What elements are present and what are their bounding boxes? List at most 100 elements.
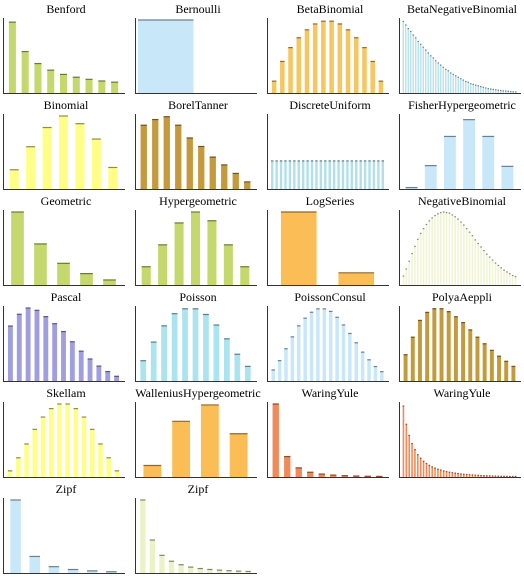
bar bbox=[96, 366, 101, 381]
chart-panel-5: BorelTanner bbox=[135, 98, 257, 190]
chart-title: Poisson bbox=[179, 290, 216, 304]
bar bbox=[448, 71, 449, 93]
chart-title: FisherHypergeometric bbox=[408, 98, 516, 112]
bar bbox=[452, 215, 454, 285]
bar bbox=[57, 404, 62, 477]
bar bbox=[443, 471, 445, 477]
chart-panel-9: Hypergeometric bbox=[135, 194, 257, 286]
bar bbox=[61, 332, 66, 381]
bar bbox=[346, 30, 351, 93]
bar bbox=[92, 139, 101, 189]
chart-panel-18: WaringYule bbox=[267, 386, 389, 478]
chart-title: WaringYule bbox=[433, 386, 490, 400]
bar bbox=[86, 79, 93, 93]
chart-panel-11: NegativeBinomial bbox=[399, 194, 521, 286]
bar bbox=[417, 239, 419, 285]
bar bbox=[403, 21, 404, 93]
bar bbox=[403, 406, 405, 477]
bar bbox=[303, 318, 307, 381]
bar bbox=[460, 79, 461, 93]
bar bbox=[24, 444, 29, 477]
bar bbox=[233, 173, 239, 189]
chart-title: Benford bbox=[46, 2, 85, 16]
chart-title: WalleniusHypergeometric bbox=[135, 386, 260, 400]
bar bbox=[273, 404, 279, 477]
bar bbox=[411, 254, 413, 285]
chart-title: PoissonConsul bbox=[294, 290, 366, 304]
chart-title: BetaBinomial bbox=[297, 2, 364, 16]
bar bbox=[368, 161, 370, 189]
bar bbox=[280, 61, 285, 93]
bar bbox=[26, 308, 31, 381]
bar bbox=[404, 355, 408, 381]
bar bbox=[429, 221, 431, 285]
bar bbox=[458, 77, 459, 93]
bar bbox=[434, 216, 436, 285]
bar bbox=[420, 233, 422, 285]
bar bbox=[335, 317, 339, 381]
bar bbox=[466, 229, 468, 285]
bar bbox=[501, 166, 513, 189]
bar bbox=[74, 409, 79, 477]
bar bbox=[313, 24, 318, 93]
bar bbox=[470, 84, 471, 93]
chart-panel-14: PoissonConsul bbox=[267, 290, 389, 382]
bar bbox=[512, 276, 514, 286]
chart-panel-19: WaringYule bbox=[399, 386, 521, 478]
bar bbox=[354, 38, 359, 93]
bar bbox=[88, 359, 93, 381]
bar bbox=[57, 263, 70, 285]
bar bbox=[354, 343, 358, 381]
bar bbox=[271, 161, 273, 189]
bar bbox=[272, 81, 277, 93]
bar bbox=[454, 217, 456, 285]
chart-panel-3: BetaNegativeBinomial bbox=[399, 2, 521, 94]
bar bbox=[142, 267, 151, 285]
bar bbox=[298, 161, 300, 189]
bar bbox=[426, 224, 428, 285]
bar bbox=[408, 261, 410, 285]
bar bbox=[380, 372, 384, 381]
bar bbox=[423, 47, 424, 93]
bar bbox=[417, 455, 419, 477]
bar bbox=[302, 161, 304, 189]
bar bbox=[443, 212, 445, 285]
chart-title: Binomial bbox=[44, 98, 89, 112]
chart-panel-0: Benford bbox=[3, 2, 125, 94]
bar bbox=[463, 225, 465, 285]
bar bbox=[172, 314, 178, 381]
bar bbox=[307, 472, 313, 477]
bar bbox=[98, 81, 105, 93]
bar bbox=[423, 229, 425, 285]
bar bbox=[111, 82, 118, 93]
bar bbox=[80, 274, 93, 285]
bar bbox=[65, 404, 70, 477]
bar bbox=[143, 465, 161, 477]
bar bbox=[379, 81, 384, 93]
bar bbox=[445, 69, 446, 93]
bar bbox=[288, 48, 293, 93]
bar bbox=[440, 470, 442, 477]
bar bbox=[103, 280, 116, 285]
bar bbox=[172, 421, 190, 477]
bar bbox=[316, 309, 320, 381]
bar bbox=[291, 337, 295, 381]
chart-title: Bernoulli bbox=[175, 2, 221, 16]
bar bbox=[207, 221, 216, 285]
bar bbox=[408, 435, 410, 477]
bar bbox=[425, 50, 426, 93]
bar bbox=[463, 120, 475, 189]
bar bbox=[432, 309, 436, 381]
bar bbox=[463, 80, 464, 93]
bar bbox=[198, 569, 203, 573]
bar bbox=[75, 124, 84, 189]
bar bbox=[509, 274, 511, 285]
bar bbox=[443, 67, 444, 93]
bar bbox=[305, 30, 310, 93]
bar bbox=[214, 325, 220, 381]
bar bbox=[245, 366, 251, 381]
bar bbox=[224, 339, 230, 381]
bar bbox=[284, 457, 290, 477]
bar bbox=[418, 320, 422, 381]
bar bbox=[408, 29, 409, 93]
